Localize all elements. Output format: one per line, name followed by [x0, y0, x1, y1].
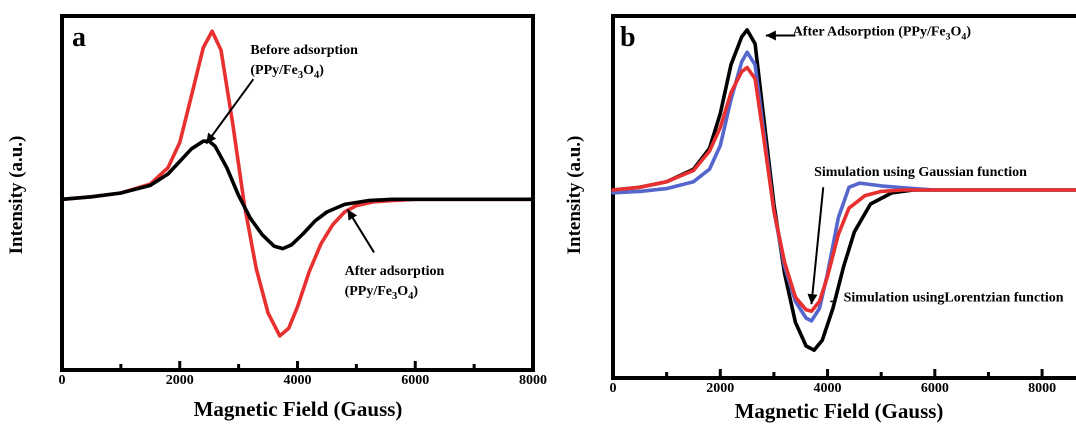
x-tick-label: 8000: [1028, 381, 1056, 396]
x-tick-label: 6000: [921, 381, 949, 396]
annotation-text: Before adsorption: [250, 43, 358, 58]
x-tick-label: 0: [59, 373, 66, 388]
x-ticks-b: 0 2000 4000 6000 8000: [610, 369, 1056, 396]
annotation-text-line2: (PPy/Fe3O4): [250, 63, 324, 81]
annotation-text-line2: (PPy/Fe3O4): [345, 284, 419, 302]
annotation-arrow-line: [810, 187, 825, 305]
panel-b: b Intensity (a.u.) Magnetic Field (Gauss…: [564, 14, 1076, 423]
annotation-text: After Adsorption (PPy/Fe3O4): [793, 24, 972, 42]
series-lines-a: [60, 29, 535, 338]
panel-label-b: b: [620, 22, 636, 53]
annotations-b: After Adsorption (PPy/Fe3O4) Simulation u…: [765, 24, 1064, 305]
x-tick-label: 4000: [284, 373, 312, 388]
x-ticks-a: 0 2000 4000 6000 8000: [59, 361, 547, 388]
plot-frame-b: [611, 14, 1076, 380]
x-axis-label-b: Magnetic Field (Gauss): [735, 399, 944, 423]
x-tick-label: 8000: [519, 373, 547, 388]
annotation-arrowhead: [807, 293, 818, 305]
panel-a: a Intensity (a.u.) Magnetic Field (Gauss…: [6, 14, 547, 421]
x-tick-label: 4000: [814, 381, 842, 396]
series-lines-b: [611, 28, 1076, 352]
x-tick-label: 2000: [706, 381, 734, 396]
annotation-arrowhead: [206, 132, 217, 144]
annotation-arrowhead: [347, 209, 358, 221]
annotation-text: After adsorption: [345, 264, 445, 279]
series-line-3: [611, 65, 1076, 313]
annotation-arrow-line: [205, 78, 255, 145]
y-axis-label-a: Intensity (a.u.): [6, 136, 27, 255]
series-line-2: [60, 139, 535, 251]
series-line-1: [60, 29, 535, 338]
annotation-text: Simulation usingLorentzian function: [844, 290, 1064, 305]
y-axis-label-b: Intensity (a.u.): [564, 136, 585, 255]
annotation-text: Simulation using Gaussian function: [814, 165, 1027, 180]
x-tick-label: 6000: [401, 373, 429, 388]
annotation-arrowhead: [765, 30, 776, 41]
x-tick-label: 0: [610, 381, 617, 396]
series-line-2: [611, 50, 1076, 323]
x-tick-label: 2000: [166, 373, 194, 388]
panel-label-a: a: [72, 22, 86, 53]
annotations-a: Before adsorption (PPy/Fe3O4) After adsorp…: [205, 43, 445, 302]
x-axis-label-a: Magnetic Field (Gauss): [194, 397, 403, 421]
